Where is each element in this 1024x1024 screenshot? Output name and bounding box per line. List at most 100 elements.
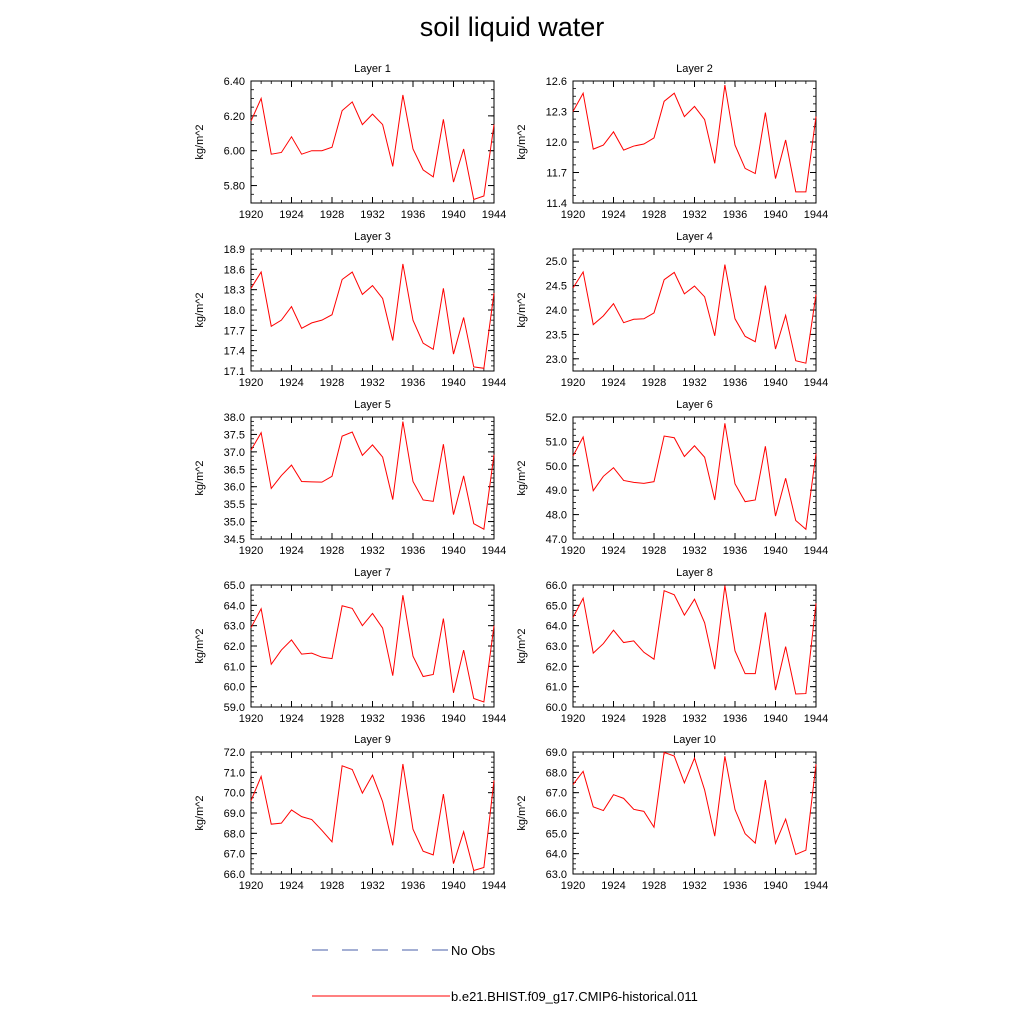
x-tick-label: 1940 bbox=[763, 713, 787, 725]
x-tick-label: 1944 bbox=[804, 209, 828, 221]
y-tick-label: 34.5 bbox=[224, 534, 245, 546]
y-tick-label: 69.0 bbox=[546, 747, 567, 759]
y-tick-label: 59.0 bbox=[224, 702, 245, 714]
y-axis-label: kg/m^2 bbox=[194, 795, 206, 830]
y-tick-label: 64.0 bbox=[224, 600, 245, 612]
y-tick-label: 6.20 bbox=[224, 111, 245, 123]
y-tick-label: 62.0 bbox=[546, 661, 567, 673]
panel-2: Layer 2 kg/m^2 1920 1924 1928 1932 1936 1940 194… bbox=[516, 63, 828, 221]
x-tick-label: 1932 bbox=[360, 545, 384, 557]
y-axis-label: kg/m^2 bbox=[516, 460, 528, 495]
y-axis-label: kg/m^2 bbox=[194, 628, 206, 663]
x-tick-label: 1924 bbox=[279, 880, 303, 892]
y-axis-label: kg/m^2 bbox=[194, 292, 206, 327]
x-tick-label: 1944 bbox=[804, 545, 828, 557]
panel-7: Layer 7 kg/m^2 1920 1924 1928 1932 1936 1940 194… bbox=[194, 567, 506, 725]
y-tick-label: 64.0 bbox=[546, 849, 567, 861]
x-tick-label: 1936 bbox=[401, 377, 425, 389]
x-tick-label: 1928 bbox=[320, 880, 344, 892]
x-tick-label: 1920 bbox=[561, 713, 585, 725]
panel-title: Layer 7 bbox=[354, 567, 391, 579]
y-tick-label: 18.3 bbox=[224, 285, 245, 297]
plot-frame bbox=[572, 80, 817, 204]
x-tick-label: 1928 bbox=[320, 545, 344, 557]
y-tick-label: 48.0 bbox=[546, 510, 567, 522]
x-tick-label: 1920 bbox=[561, 545, 585, 557]
panel-title: Layer 5 bbox=[354, 399, 391, 411]
x-tick-label: 1932 bbox=[360, 377, 384, 389]
y-tick-label: 38.0 bbox=[224, 412, 245, 424]
y-tick-label: 64.0 bbox=[546, 621, 567, 633]
x-tick-label: 1928 bbox=[642, 377, 666, 389]
x-tick-label: 1924 bbox=[601, 713, 625, 725]
panel-10: Layer 10 kg/m^2 1920 1924 1928 1932 1936 1940 19… bbox=[516, 734, 828, 892]
x-tick-label: 1924 bbox=[601, 377, 625, 389]
x-tick-label: 1944 bbox=[804, 713, 828, 725]
x-tick-label: 1920 bbox=[239, 545, 263, 557]
y-tick-label: 51.0 bbox=[546, 436, 567, 448]
y-tick-label: 47.0 bbox=[546, 534, 567, 546]
y-tick-label: 60.0 bbox=[546, 702, 567, 714]
series-line bbox=[572, 264, 817, 364]
x-tick-label: 1944 bbox=[482, 713, 506, 725]
panel-title: Layer 2 bbox=[676, 63, 713, 75]
y-tick-label: 66.0 bbox=[546, 808, 567, 820]
x-tick-label: 1940 bbox=[763, 377, 787, 389]
x-tick-label: 1944 bbox=[482, 377, 506, 389]
x-tick-label: 1924 bbox=[279, 377, 303, 389]
x-tick-label: 1928 bbox=[320, 713, 344, 725]
plot-frame bbox=[572, 584, 817, 708]
x-tick-label: 1944 bbox=[482, 880, 506, 892]
panel-title: Layer 8 bbox=[676, 567, 713, 579]
y-tick-label: 65.0 bbox=[546, 600, 567, 612]
x-tick-label: 1944 bbox=[482, 209, 506, 221]
x-tick-label: 1924 bbox=[279, 209, 303, 221]
panel-8: Layer 8 kg/m^2 1920 1924 1928 1932 1936 1940 194… bbox=[516, 567, 828, 725]
x-tick-label: 1936 bbox=[723, 377, 747, 389]
y-tick-label: 60.0 bbox=[224, 682, 245, 694]
series-line bbox=[250, 94, 495, 201]
x-tick-label: 1940 bbox=[441, 880, 465, 892]
x-tick-label: 1924 bbox=[601, 209, 625, 221]
x-tick-label: 1924 bbox=[279, 713, 303, 725]
y-tick-label: 72.0 bbox=[224, 747, 245, 759]
y-tick-label: 66.0 bbox=[546, 580, 567, 592]
y-tick-label: 67.0 bbox=[546, 788, 567, 800]
plot-frame bbox=[250, 751, 495, 875]
panel-title: Layer 9 bbox=[354, 734, 391, 746]
plot-frame bbox=[572, 751, 817, 875]
x-tick-label: 1932 bbox=[682, 209, 706, 221]
series-line bbox=[572, 84, 817, 193]
panel-title: Layer 4 bbox=[676, 231, 713, 243]
panel-6: Layer 6 kg/m^2 1920 1924 1928 1932 1936 1940 194… bbox=[516, 399, 828, 557]
x-tick-label: 1920 bbox=[561, 377, 585, 389]
y-axis-label: kg/m^2 bbox=[516, 795, 528, 830]
x-tick-label: 1920 bbox=[239, 880, 263, 892]
plot-frame bbox=[250, 584, 495, 708]
y-axis-label: kg/m^2 bbox=[194, 124, 206, 159]
y-tick-label: 61.0 bbox=[546, 682, 567, 694]
x-tick-label: 1940 bbox=[763, 545, 787, 557]
y-tick-label: 65.0 bbox=[224, 580, 245, 592]
y-tick-label: 12.3 bbox=[546, 107, 567, 119]
x-tick-label: 1936 bbox=[723, 713, 747, 725]
y-tick-label: 12.0 bbox=[546, 137, 567, 149]
series-line bbox=[250, 421, 495, 531]
y-tick-label: 70.0 bbox=[224, 788, 245, 800]
panel-4: Layer 4 kg/m^2 1920 1924 1928 1932 1936 1940 194… bbox=[516, 231, 828, 389]
plot-frame bbox=[250, 80, 495, 204]
x-tick-label: 1920 bbox=[561, 209, 585, 221]
plot-frame bbox=[250, 416, 495, 540]
y-tick-label: 69.0 bbox=[224, 808, 245, 820]
x-tick-label: 1928 bbox=[320, 209, 344, 221]
y-tick-label: 37.5 bbox=[224, 429, 245, 441]
panel-1: Layer 1 kg/m^2 1920 1924 1928 1932 1936 1940 194… bbox=[194, 63, 506, 221]
x-tick-label: 1940 bbox=[441, 545, 465, 557]
legend-obs-label: No Obs bbox=[451, 943, 496, 958]
panel-9: Layer 9 kg/m^2 1920 1924 1928 1932 1936 1940 194… bbox=[194, 734, 506, 892]
panel-title: Layer 10 bbox=[673, 734, 716, 746]
plot-frame bbox=[572, 248, 817, 372]
x-tick-label: 1944 bbox=[482, 545, 506, 557]
y-axis-label: kg/m^2 bbox=[516, 292, 528, 327]
x-tick-label: 1936 bbox=[723, 209, 747, 221]
